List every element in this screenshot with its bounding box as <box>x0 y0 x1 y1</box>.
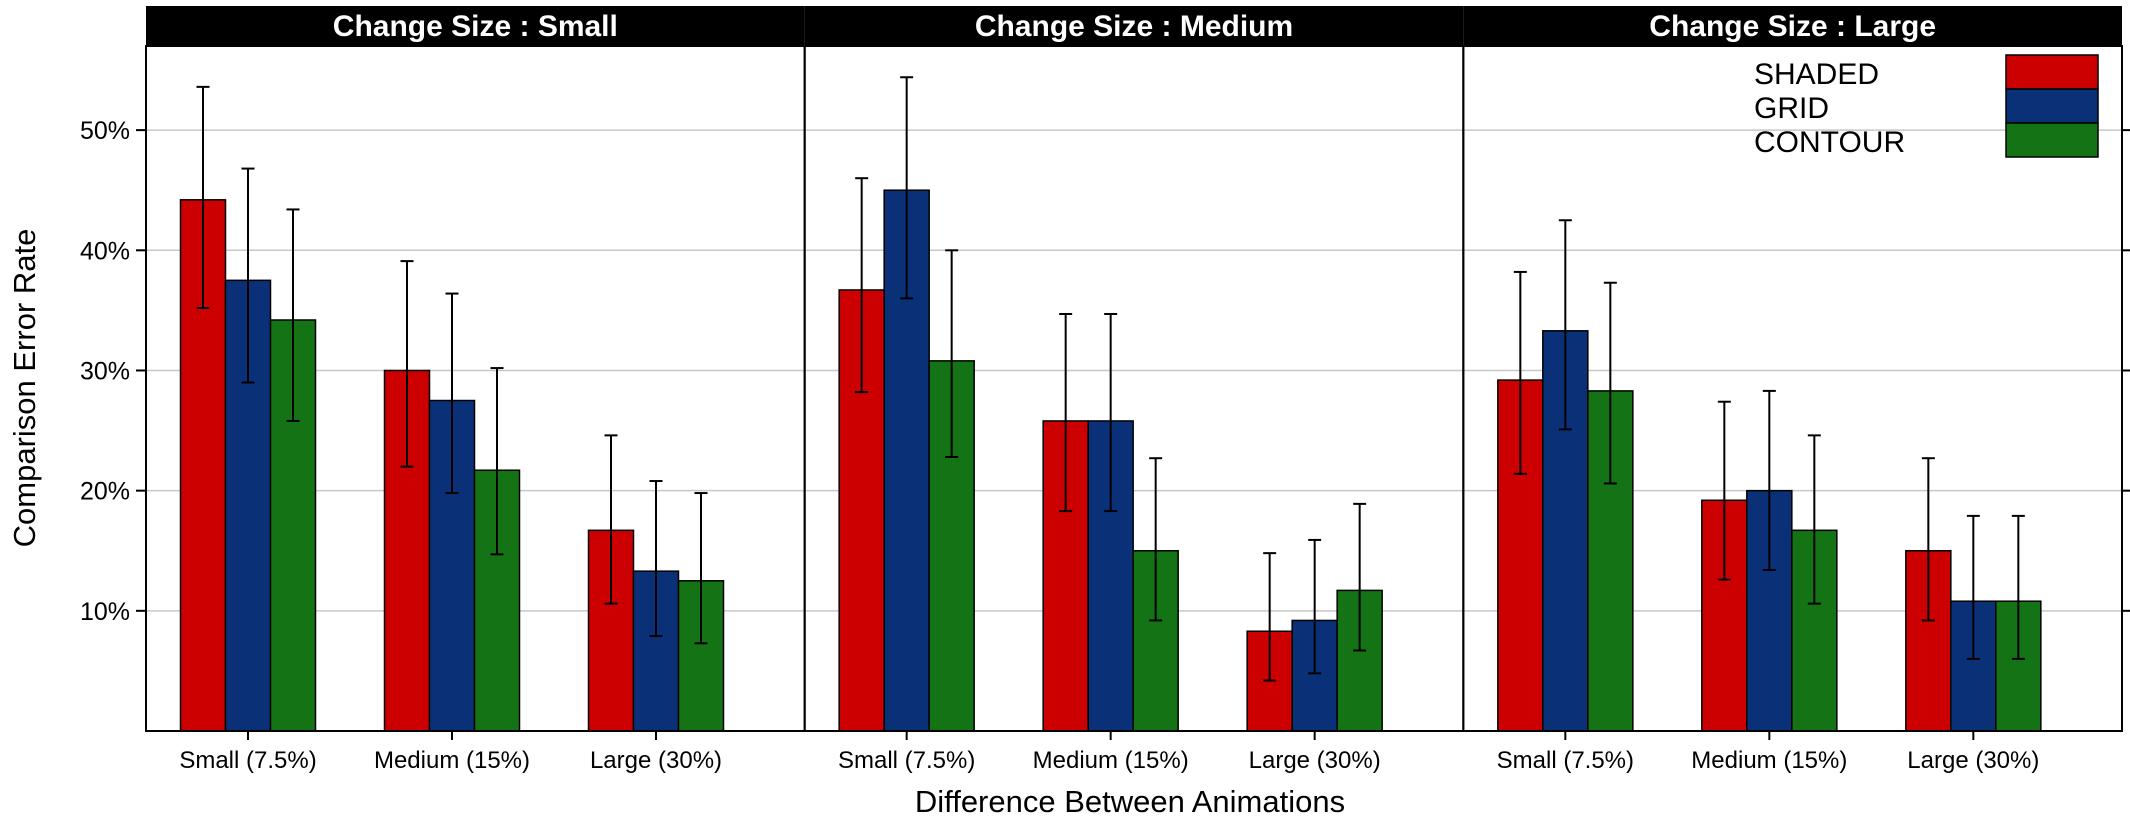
error-bar-1-2-grid <box>1308 538 1322 675</box>
error-bar-1-0-grid <box>900 76 914 300</box>
legend-swatch-shaded <box>2005 54 2099 90</box>
error-bar-1-0-contour <box>945 249 959 458</box>
error-bar-2-0-shaded <box>1513 270 1527 475</box>
panel-strip-2 <box>1463 6 2122 46</box>
panel-title-0: Change Size : Small <box>333 10 618 43</box>
x-tick-label-1-1: Medium (15%) <box>1033 747 1189 774</box>
error-bar-0-2-grid <box>649 480 663 638</box>
error-bar-1-1-grid <box>1104 312 1118 513</box>
error-bar-0-2-shaded <box>604 434 618 605</box>
legend-label-contour: CONTOUR <box>1754 126 1905 159</box>
error-bar-1-1-shaded <box>1059 312 1073 513</box>
legend-swatch-contour <box>2005 122 2099 158</box>
x-tick-label-1-2: Large (30%) <box>1249 747 1381 774</box>
error-bar-0-1-contour <box>490 367 504 556</box>
y-tick-label-2: 30% <box>80 357 130 385</box>
panel-title-2: Change Size : Large <box>1649 10 1936 43</box>
axes: Small (7.5%) Medium (15%) Large (30%) Small… <box>80 117 2130 774</box>
error-bar-2-1-shaded <box>1717 400 1731 581</box>
error-bar-2-2-shaded <box>1921 457 1935 622</box>
x-tick-label-0-2: Large (30%) <box>590 747 722 774</box>
x-tick-label-0-1: Medium (15%) <box>374 747 530 774</box>
bars <box>179 76 2042 732</box>
error-bar-2-2-contour <box>2011 514 2025 660</box>
x-axis-title: Difference Between Animations <box>915 784 1345 819</box>
error-bar-0-1-shaded <box>400 260 414 468</box>
y-tick-label-4: 50% <box>80 117 130 145</box>
bar-0-2-shaded <box>587 529 635 732</box>
panel-strip-1 <box>804 6 1464 46</box>
x-tick-label-1-0: Small (7.5%) <box>838 747 975 774</box>
legend-label-grid: GRID <box>1754 92 1829 125</box>
legend-swatch-grid <box>2005 88 2099 124</box>
panel-title-1: Change Size : Medium <box>975 10 1293 43</box>
x-tick-label-0-0: Small (7.5%) <box>179 747 316 774</box>
error-bar-1-0-shaded <box>855 177 869 394</box>
error-bar-0-2-contour <box>694 492 708 645</box>
y-tick-label-0: 10% <box>80 598 130 626</box>
y-axis-title: Comparison Error Rate <box>7 229 42 548</box>
x-tick-label-2-1: Medium (15%) <box>1691 747 1847 774</box>
error-bar-2-1-grid <box>1762 389 1776 571</box>
error-bar-2-0-contour <box>1603 281 1617 485</box>
error-bar-0-0-grid <box>241 167 255 384</box>
error-bar-1-1-contour <box>1149 457 1163 622</box>
legend-label-shaded: SHADED <box>1754 58 1879 91</box>
error-bar-0-1-grid <box>445 292 459 495</box>
x-tick-label-2-0: Small (7.5%) <box>1497 747 1634 774</box>
x-tick-label-2-2: Large (30%) <box>1907 747 2039 774</box>
error-bar-1-2-contour <box>1353 502 1367 652</box>
error-bar-0-0-contour <box>286 208 300 422</box>
error-bar-2-0-grid <box>1558 219 1572 431</box>
error-bar-1-2-shaded <box>1263 552 1277 682</box>
error-bar-0-0-shaded <box>196 85 210 309</box>
panel-strips: Change Size : Small Change Size : Medium C… <box>146 6 2122 46</box>
y-tick-label-3: 40% <box>80 237 130 265</box>
error-bar-2-2-grid <box>1966 514 1980 660</box>
y-tick-label-1: 20% <box>80 478 130 506</box>
error-bar-2-1-contour <box>1807 434 1821 605</box>
panel-strip-0 <box>146 6 805 46</box>
